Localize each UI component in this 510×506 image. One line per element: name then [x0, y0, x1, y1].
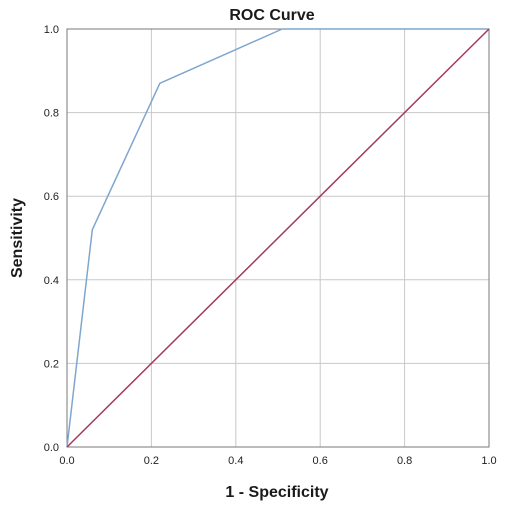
chart-title: ROC Curve — [229, 7, 314, 24]
y-tick-label: 0.4 — [44, 275, 59, 287]
plot-frame — [66, 28, 490, 448]
reference-line — [66, 28, 490, 448]
tick-layer: 0.0 0.2 0.4 0.6 0.8 1.0 0.0 0.2 0.4 0.6 0.8 1.0 — [44, 24, 497, 467]
x-tick-label: 0.2 — [144, 455, 159, 467]
x-axis-label: 1 - Specificity — [225, 484, 328, 501]
y-tick-label: 0.0 — [44, 442, 59, 454]
y-tick-label: 0.6 — [44, 191, 59, 203]
y-tick-label: 0.8 — [44, 108, 59, 120]
x-tick-label: 0.4 — [228, 455, 243, 467]
x-tick-label: 0.8 — [397, 455, 412, 467]
y-tick-label: 0.2 — [44, 358, 59, 370]
x-tick-label: 1.0 — [481, 455, 496, 467]
series-layer — [66, 28, 490, 448]
y-axis-label: Sensitivity — [9, 198, 26, 278]
roc-curve-line — [66, 28, 489, 448]
x-tick-label: 0.0 — [59, 455, 74, 467]
y-tick-label: 1.0 — [44, 24, 59, 36]
x-tick-label: 0.6 — [313, 455, 328, 467]
